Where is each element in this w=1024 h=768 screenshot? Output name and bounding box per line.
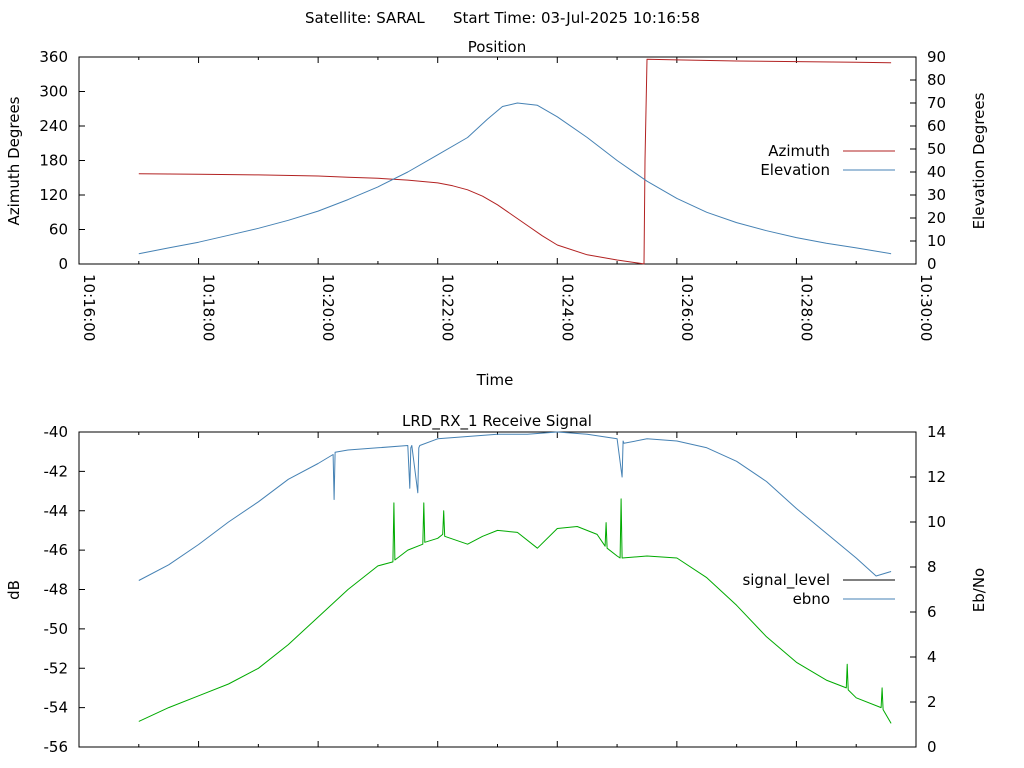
y2-tick-label: 20	[927, 209, 946, 227]
y-tick-label: -40	[44, 423, 69, 441]
y-tick-label: -54	[44, 699, 69, 717]
y2-tick-label: 2	[927, 693, 937, 711]
y2-tick-label: 10	[927, 513, 946, 531]
y2-tick-label: 70	[927, 94, 946, 112]
y2-tick-label: 40	[927, 163, 946, 181]
y2-tick-label: 4	[927, 648, 937, 666]
series-lines	[138, 58, 892, 265]
receive-signal-chart: LRD_RX_1 Receive Signal dB Eb/No -56-54-…	[5, 412, 988, 756]
y2-axis-label: Elevation Degrees	[970, 92, 988, 229]
series-elevation-line	[138, 102, 892, 255]
y2-tick-label: 12	[927, 468, 946, 486]
satellite-name: Satellite: SARAL	[305, 9, 425, 27]
legend: Azimuth Elevation	[760, 142, 895, 179]
x-tick-label: 10:22:00	[439, 274, 457, 341]
y-tick-label: 360	[39, 48, 68, 66]
x-tick-label: 10:30:00	[917, 274, 935, 341]
x-tick-label: 10:26:00	[678, 274, 696, 341]
series-lines	[138, 431, 892, 724]
legend: signal_level ebno	[742, 571, 895, 608]
y-tick-label: -44	[44, 502, 69, 520]
y2-tick-label: 10	[927, 232, 946, 250]
legend-label-signal-level: signal_level	[742, 571, 830, 590]
y-tick-label: -42	[44, 462, 69, 480]
chart-title: LRD_RX_1 Receive Signal	[402, 412, 592, 431]
y-tick-label: -52	[44, 659, 69, 677]
x-ticks	[78, 432, 917, 747]
y-axis-label: dB	[5, 580, 23, 600]
y2-tick-label: 14	[927, 423, 946, 441]
y2-tick-label: 0	[927, 255, 937, 273]
y2-tick-label: 90	[927, 48, 946, 66]
y-ticks: 0 60 120 180 240 300 360	[39, 48, 85, 273]
y-tick-label: 300	[39, 83, 68, 101]
y-tick-label: 120	[39, 186, 68, 204]
y-tick-label: -48	[44, 581, 69, 599]
y2-axis-label: Eb/No	[970, 568, 988, 612]
x-tick-label: 10:28:00	[797, 274, 815, 341]
y-tick-label: -50	[44, 620, 69, 638]
y-tick-label: 180	[39, 152, 68, 170]
y-tick-label: 0	[58, 255, 68, 273]
y-tick-label: -46	[44, 541, 69, 559]
x-tick-label: 10:24:00	[558, 274, 576, 341]
y2-tick-label: 50	[927, 140, 946, 158]
y-tick-label: 60	[49, 221, 68, 239]
y2-ticks: 0 2 4 6 8 10 12 14	[910, 423, 946, 756]
legend-label-elevation: Elevation	[760, 161, 830, 179]
y2-tick-label: 0	[927, 738, 937, 756]
legend-label-azimuth: Azimuth	[768, 142, 830, 160]
legend-label-ebno: ebno	[793, 590, 830, 608]
y2-tick-label: 80	[927, 71, 946, 89]
x-axis-label: Time	[476, 371, 514, 389]
x-ticks: 10:16:00 10:18:00 10:20:00 10:22:00 10:24:00…	[78, 57, 935, 341]
x-tick-label: 10:18:00	[200, 274, 218, 341]
y-tick-label: 240	[39, 117, 68, 135]
series-signal-level-line	[138, 498, 892, 724]
y2-tick-label: 6	[927, 603, 937, 621]
x-tick-label: 10:16:00	[80, 274, 98, 341]
y2-tick-label: 30	[927, 186, 946, 204]
y-ticks: -56 -54 -52 -50 -48 -46 -44 -42 -40	[44, 423, 85, 756]
series-ebno-line	[138, 431, 892, 581]
y2-tick-label: 60	[927, 117, 946, 135]
series-azimuth-line	[138, 58, 892, 265]
plot-frame	[78, 431, 917, 748]
y-tick-label: -56	[44, 738, 69, 756]
position-chart: Position Azimuth Degrees Elevation Degre…	[5, 38, 988, 389]
chart-title: Position	[468, 38, 526, 56]
start-time: Start Time: 03-Jul-2025 10:16:58	[453, 9, 700, 27]
x-tick-label: 10:20:00	[319, 274, 337, 341]
y2-tick-label: 8	[927, 558, 937, 576]
y-axis-label: Azimuth Degrees	[5, 96, 23, 225]
y2-ticks: 0 10 20 30 40 50 60 70 80 90	[910, 48, 946, 273]
